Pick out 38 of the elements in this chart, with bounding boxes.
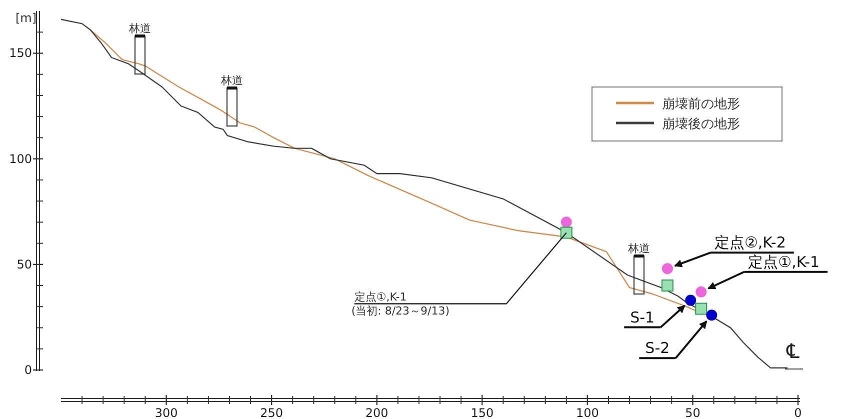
- annotation: ℄: [784, 339, 804, 370]
- point: [695, 302, 708, 315]
- point: [560, 216, 572, 228]
- x-tick-label: 0: [794, 406, 802, 419]
- annotation: ℄: [786, 339, 800, 363]
- point: [706, 310, 718, 321]
- x-tick-label: 150: [470, 406, 494, 419]
- annotation: 林道: [221, 74, 243, 126]
- x-tick-label: 250: [260, 406, 284, 419]
- legend-label: 崩壊前の地形: [662, 97, 740, 112]
- y-tick-label: 150: [9, 46, 32, 60]
- annotation: 林道: [128, 22, 151, 35]
- x-tick-label: 50: [685, 406, 700, 419]
- annotation: 林道: [627, 242, 650, 255]
- point: [661, 280, 674, 292]
- y-tick-label: 100: [9, 152, 32, 166]
- point: [560, 226, 572, 239]
- y-tick-label: 50: [16, 257, 32, 272]
- x-tick-label: 200: [365, 406, 388, 419]
- y-tick-label: 0: [24, 363, 32, 377]
- legend-label: 崩壊後の地形: [662, 117, 740, 132]
- point: [685, 294, 696, 306]
- annotation: 定点①,K-1: [354, 290, 407, 304]
- annotation: 林道: [628, 242, 650, 294]
- y-axis-title: [m]: [15, 11, 37, 25]
- point: [696, 286, 707, 298]
- annotation: S-1: [624, 304, 686, 328]
- x-tick-label: 300: [154, 406, 178, 419]
- annotation: 定点①,K-1: [707, 252, 828, 290]
- point: [662, 263, 673, 274]
- annotation: S-2: [645, 339, 670, 358]
- annotation: 定点②,K-2: [714, 234, 786, 252]
- annotation: 林道: [129, 22, 151, 74]
- annotation: (当初: 8/23～9/13): [351, 304, 450, 318]
- annotation: 林道: [220, 74, 243, 87]
- annotation: 定点①,K-1: [748, 252, 820, 271]
- x-tick-label: 100: [576, 406, 599, 419]
- annotation: 定点①,K-1: [354, 232, 567, 304]
